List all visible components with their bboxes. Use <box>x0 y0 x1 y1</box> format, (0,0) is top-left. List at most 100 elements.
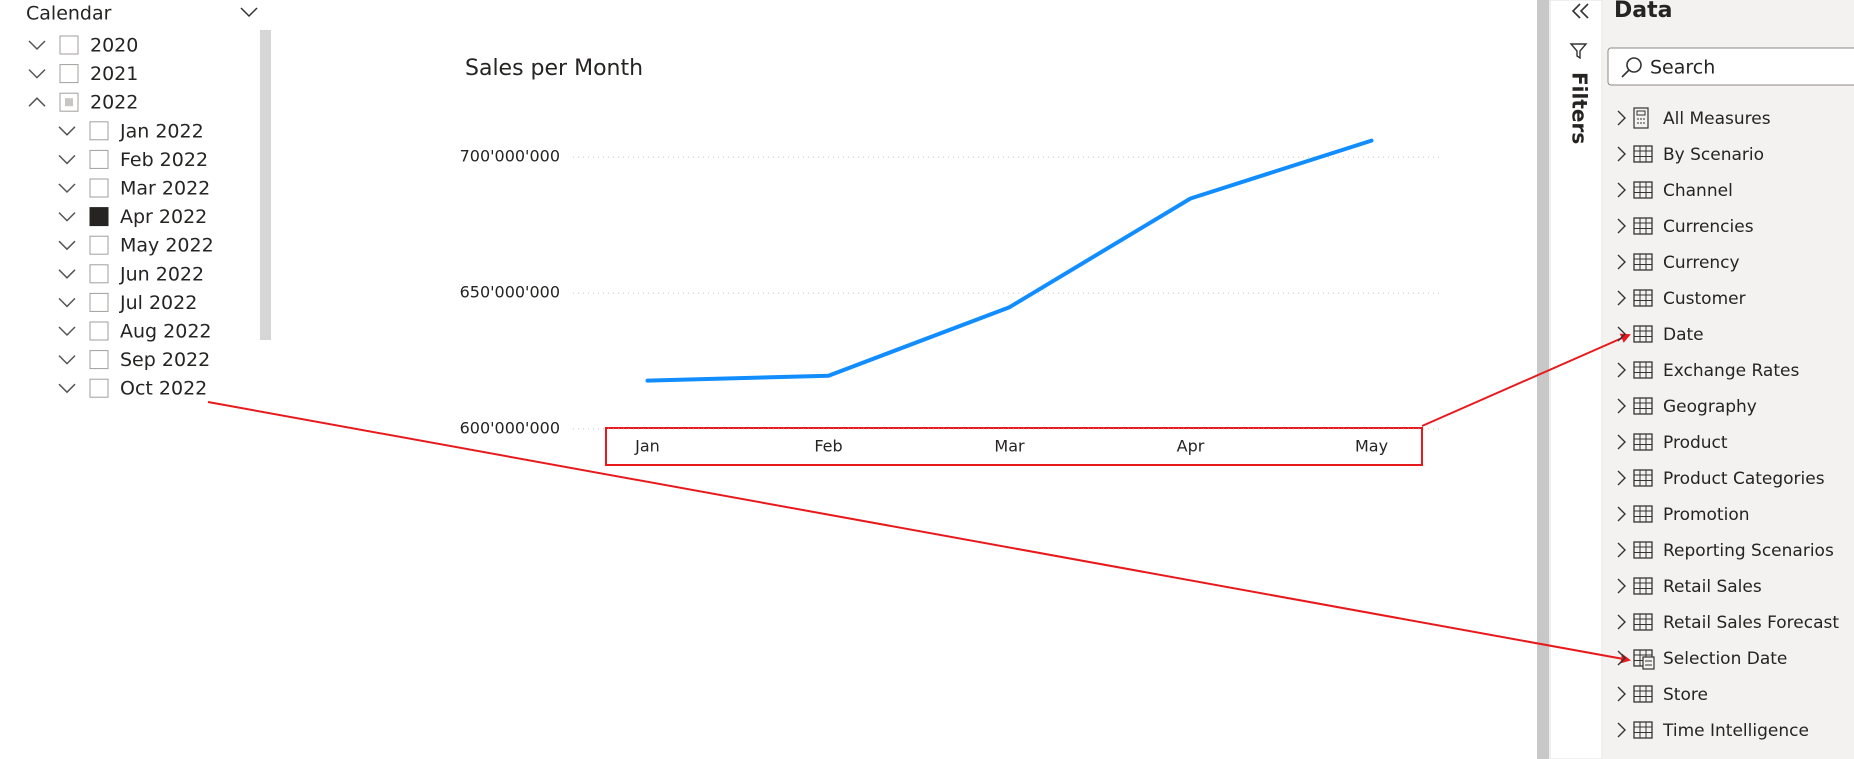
expand-chevron[interactable] <box>1617 182 1626 198</box>
slicer-item[interactable]: Mar 2022 <box>120 178 210 200</box>
table-name[interactable]: Time Intelligence <box>1662 721 1809 741</box>
expand-chevron[interactable] <box>58 326 76 337</box>
expand-chevron[interactable] <box>1617 434 1626 450</box>
table-icon <box>1634 326 1652 342</box>
expand-chevron[interactable] <box>1617 470 1626 486</box>
slicer-item[interactable]: Apr 2022 <box>120 206 207 228</box>
annotation-arrow <box>207 401 1631 664</box>
checkbox[interactable] <box>89 121 109 141</box>
slicer-item[interactable]: Sep 2022 <box>120 349 210 371</box>
table-name[interactable]: Retail Sales Forecast <box>1663 613 1839 633</box>
expand-chevron[interactable] <box>28 40 46 51</box>
slicer-item[interactable]: Jan 2022 <box>119 120 204 142</box>
table-name[interactable]: Retail Sales <box>1663 577 1762 597</box>
checkbox[interactable] <box>89 292 109 312</box>
collapse-icon[interactable] <box>1571 3 1589 19</box>
expand-chevron[interactable] <box>1617 254 1626 270</box>
search-placeholder[interactable]: Search <box>1650 57 1715 79</box>
scrollbar[interactable] <box>260 30 271 340</box>
checkbox[interactable] <box>89 149 109 169</box>
x-tick-label: Feb <box>814 437 842 456</box>
slicer-item[interactable]: 2022 <box>90 92 138 114</box>
table-name[interactable]: Exchange Rates <box>1663 361 1799 381</box>
expand-chevron[interactable] <box>1617 110 1626 126</box>
expand-chevron[interactable] <box>58 212 76 222</box>
table-name[interactable]: Channel <box>1663 181 1733 201</box>
expand-chevron[interactable] <box>58 383 76 394</box>
table-name[interactable]: Promotion <box>1663 505 1750 525</box>
expand-chevron[interactable] <box>1617 650 1626 666</box>
expand-chevron[interactable] <box>58 297 76 308</box>
table-name[interactable]: Geography <box>1663 397 1757 417</box>
slicer-toggle[interactable] <box>240 7 258 18</box>
expand-chevron[interactable] <box>1617 290 1626 306</box>
expand-chevron[interactable] <box>58 183 76 194</box>
annotation-arrow <box>1421 333 1631 427</box>
table-name[interactable]: Date <box>1663 325 1704 345</box>
expand-chevron[interactable] <box>1617 146 1626 162</box>
expand-chevron[interactable] <box>1617 506 1626 522</box>
table-name[interactable]: Selection Date <box>1663 649 1787 669</box>
checkbox[interactable] <box>89 207 109 227</box>
slicer-item[interactable]: Jul 2022 <box>119 292 197 314</box>
table-name[interactable]: Store <box>1663 685 1708 705</box>
measures-icon <box>1637 118 1645 124</box>
slicer-item[interactable]: 2020 <box>90 35 138 57</box>
filters-title[interactable]: Filters <box>1568 72 1592 144</box>
expand-chevron[interactable] <box>1617 218 1626 234</box>
slicer-item[interactable]: Jun 2022 <box>119 263 204 285</box>
expand-chevron[interactable] <box>1617 614 1626 630</box>
table-icon <box>1633 577 1653 595</box>
measures-icon <box>1633 107 1649 129</box>
table-name[interactable]: Customer <box>1663 289 1746 309</box>
expand-chevron[interactable] <box>58 126 76 136</box>
table-icon <box>1634 722 1652 738</box>
expand-chevron[interactable] <box>28 97 46 107</box>
table-name[interactable]: Product Categories <box>1663 469 1825 489</box>
table-icon <box>1634 398 1652 414</box>
expand-chevron[interactable] <box>58 154 76 165</box>
checkbox[interactable] <box>89 264 109 284</box>
table-name[interactable]: By Scenario <box>1663 145 1764 165</box>
table-name[interactable]: Product <box>1663 433 1728 453</box>
search-box[interactable] <box>1607 47 1854 86</box>
table-name[interactable]: Reporting Scenarios <box>1663 541 1834 561</box>
checkbox[interactable] <box>89 235 109 255</box>
checkbox[interactable] <box>59 64 79 84</box>
expand-chevron[interactable] <box>1617 542 1626 558</box>
table-icon <box>1634 506 1652 522</box>
x-tick-label: Apr <box>1177 437 1205 456</box>
table-icon <box>1634 182 1652 198</box>
table-icon <box>1634 686 1652 702</box>
annotation-box <box>605 427 1423 466</box>
expand-chevron[interactable] <box>58 355 76 365</box>
data-pane-title: Data <box>1614 0 1672 23</box>
x-tick-label: Jan <box>634 437 660 456</box>
expand-chevron[interactable] <box>1617 326 1626 342</box>
expand-chevron[interactable] <box>1617 722 1626 738</box>
table-name[interactable]: Currencies <box>1663 217 1754 237</box>
expand-chevron[interactable] <box>58 240 76 251</box>
table-icon <box>1633 145 1653 163</box>
slicer-item[interactable]: Aug 2022 <box>120 321 212 343</box>
checkbox[interactable] <box>89 350 109 370</box>
chart-title: Sales per Month <box>465 56 643 81</box>
checkbox[interactable] <box>89 178 109 198</box>
expand-chevron[interactable] <box>58 269 76 279</box>
checkbox[interactable] <box>59 35 79 55</box>
expand-chevron[interactable] <box>1617 686 1626 702</box>
table-name[interactable]: All Measures <box>1663 109 1771 129</box>
checkbox[interactable] <box>89 321 109 341</box>
expand-chevron[interactable] <box>1617 578 1626 594</box>
filters-pane[interactable] <box>1549 0 1603 759</box>
table-name[interactable]: Currency <box>1663 253 1740 273</box>
slicer-item[interactable]: Feb 2022 <box>120 149 208 171</box>
table-icon <box>1634 218 1652 234</box>
checkbox[interactable] <box>89 378 109 398</box>
slicer-item[interactable]: 2021 <box>90 63 138 85</box>
expand-chevron[interactable] <box>1617 362 1626 378</box>
expand-chevron[interactable] <box>1617 398 1626 414</box>
expand-chevron[interactable] <box>28 69 46 79</box>
slicer-item[interactable]: Oct 2022 <box>120 378 207 400</box>
slicer-item[interactable]: May 2022 <box>120 235 214 257</box>
